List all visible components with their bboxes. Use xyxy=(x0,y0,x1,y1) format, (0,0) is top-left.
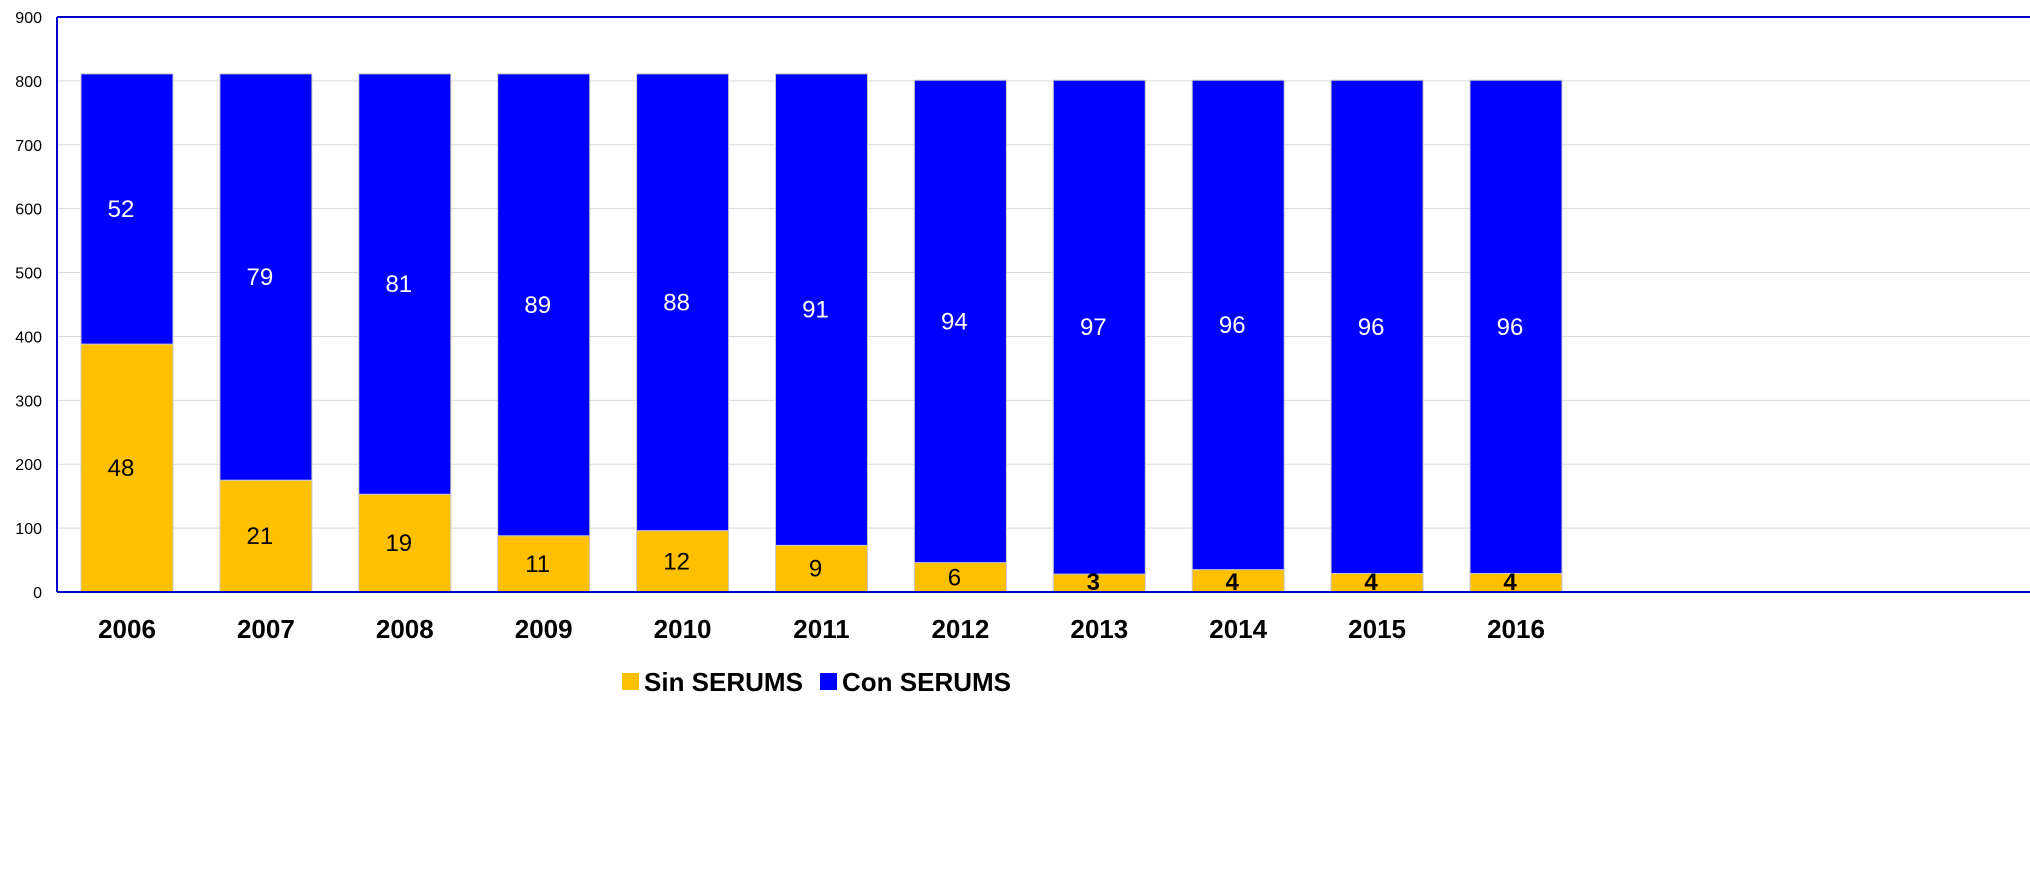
data-label: 91 xyxy=(802,297,829,324)
y-tick-label: 700 xyxy=(15,138,42,155)
x-tick-label: 2016 xyxy=(1487,614,1545,644)
y-tick-label: 800 xyxy=(15,74,42,91)
x-tick-label: 2015 xyxy=(1348,614,1406,644)
x-axis-tick-labels: 2006 2007 2008 2009 2010 2011 2012 2013 2014 2015… xyxy=(98,614,1545,644)
bar-con-serums xyxy=(497,73,591,537)
x-tick-label: 2006 xyxy=(98,614,156,644)
y-tick-label: 300 xyxy=(15,393,42,410)
legend-label: Sin SERUMS xyxy=(644,667,803,697)
bar-con-serums xyxy=(219,73,313,481)
data-label: 89 xyxy=(524,292,551,319)
x-tick-label: 2012 xyxy=(931,614,989,644)
x-tick-label: 2010 xyxy=(654,614,712,644)
bar-con-serums xyxy=(775,73,868,546)
data-labels: 48 52 21 79 19 81 11 89 12 88 9 91 6 94 3 97 4 96 4 96 4 96 xyxy=(108,196,1524,596)
x-tick-label: 2011 xyxy=(793,614,849,644)
x-tick-label: 2009 xyxy=(515,614,573,644)
bar-sin-serums xyxy=(80,343,174,593)
data-label: 9 xyxy=(809,556,822,583)
y-tick-label: 200 xyxy=(15,457,42,474)
data-label: 97 xyxy=(1080,314,1107,341)
bar-con-serums xyxy=(1469,79,1563,574)
data-label: 11 xyxy=(525,551,550,578)
legend: Sin SERUMS Con SERUMS xyxy=(622,667,1011,697)
data-label: 12 xyxy=(663,548,690,575)
data-label: 81 xyxy=(385,271,412,298)
bar-con-serums xyxy=(1052,79,1146,575)
y-tick-label: 0 xyxy=(33,585,42,602)
bar-con-serums xyxy=(1330,79,1424,574)
data-label: 96 xyxy=(1219,312,1246,339)
data-label: 3 xyxy=(1087,569,1100,596)
x-tick-label: 2013 xyxy=(1070,614,1128,644)
data-label: 96 xyxy=(1497,314,1524,341)
bar-sin-serums xyxy=(636,530,730,593)
data-label: 88 xyxy=(663,289,690,316)
bar-con-serums xyxy=(1191,79,1285,571)
legend-label: Con SERUMS xyxy=(842,667,1011,697)
y-tick-label: 100 xyxy=(15,521,42,538)
bar-con-serums xyxy=(358,73,452,495)
bar-con-serums xyxy=(913,79,1007,564)
y-axis-tick-labels: 0 100 200 300 400 500 600 700 800 900 xyxy=(15,10,42,602)
y-tick-label: 600 xyxy=(15,202,42,219)
bars xyxy=(80,73,1563,593)
legend-swatch xyxy=(820,673,837,690)
data-label: 94 xyxy=(941,308,968,335)
x-tick-label: 2008 xyxy=(376,614,434,644)
data-label: 4 xyxy=(1503,569,1517,596)
data-label: 19 xyxy=(385,530,412,557)
data-label: 96 xyxy=(1358,314,1385,341)
data-label: 4 xyxy=(1226,569,1240,596)
y-tick-label: 500 xyxy=(15,266,42,283)
bar-con-serums xyxy=(80,73,174,345)
data-label: 4 xyxy=(1364,569,1378,596)
x-tick-label: 2007 xyxy=(237,614,295,644)
data-label: 48 xyxy=(108,455,135,482)
data-label: 52 xyxy=(108,196,135,223)
data-label: 21 xyxy=(247,523,274,550)
y-tick-label: 900 xyxy=(15,10,42,27)
axes xyxy=(56,16,2030,593)
legend-swatch xyxy=(622,673,639,690)
data-label: 79 xyxy=(247,264,274,291)
x-tick-label: 2014 xyxy=(1209,614,1267,644)
y-tick-label: 400 xyxy=(15,329,42,346)
bar-con-serums xyxy=(636,73,730,532)
data-label: 6 xyxy=(948,564,961,591)
gridlines xyxy=(57,16,2030,529)
